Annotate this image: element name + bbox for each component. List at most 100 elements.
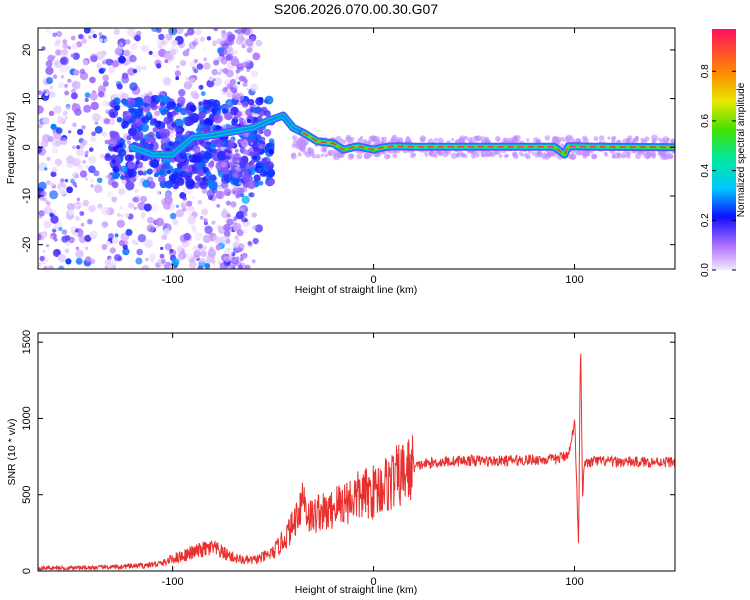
spectrogram-cell <box>164 180 173 189</box>
spectrogram-cell <box>120 214 124 218</box>
spectrogram-cell <box>170 48 177 56</box>
spectrogram-cell <box>84 234 92 242</box>
spectrogram-cell <box>164 59 169 64</box>
spectrogram-cell <box>49 190 59 200</box>
spectrogram-cell <box>204 263 211 269</box>
spectrogram-cell <box>129 82 138 91</box>
spectrogram-cell <box>111 196 118 203</box>
spectrogram-cell <box>212 78 216 82</box>
spectrogram-cell <box>241 140 249 148</box>
spectrogram-cell <box>616 152 621 157</box>
spectrogram-cell <box>83 28 91 34</box>
spectrogram-cell <box>480 153 485 158</box>
spectrogram-cell <box>248 98 255 106</box>
spectrogram-cell <box>46 201 52 207</box>
spectrogram-cell <box>126 135 132 141</box>
spectrogram-cell <box>94 184 103 193</box>
spectrogram-cell <box>203 48 207 52</box>
spectrogram-cell <box>61 229 68 235</box>
spectrogram-cell <box>226 213 231 218</box>
spectrogram-cell <box>176 245 184 253</box>
spectrogram-cell <box>203 62 211 70</box>
spectrogram-cell <box>42 249 46 253</box>
spectrogram-cell <box>232 217 237 222</box>
spectrogram-cell <box>242 252 248 258</box>
spectrogram-cell <box>575 150 581 156</box>
spectrogram-cell <box>155 217 164 227</box>
spectrogram-cell <box>246 118 252 124</box>
spectrogram-cell <box>149 253 156 261</box>
spectrogram-cell <box>373 135 381 143</box>
spectrogram-cell <box>224 255 231 263</box>
spectrogram-cell <box>226 83 233 90</box>
spectrogram-cell <box>546 152 552 157</box>
spectrogram-cell <box>71 102 78 109</box>
spectrogram-cell <box>80 222 85 227</box>
spectrogram-cell <box>137 201 146 211</box>
spectrogram-cell <box>60 178 65 183</box>
spectrogram-cell <box>347 153 355 160</box>
spectrogram-cell <box>239 188 245 193</box>
spectrogram-cell <box>457 150 463 157</box>
spectrogram-frame <box>37 27 676 270</box>
spectrogram-cell <box>239 118 246 126</box>
spectrogram-cell <box>241 61 248 68</box>
spectrogram-cell <box>109 247 117 254</box>
spectrogram-cell <box>264 110 271 117</box>
spectrogram-xtick-label: 0 <box>371 274 377 286</box>
spectrogram-cell <box>261 157 267 164</box>
spectrogram-cell <box>54 158 63 166</box>
spectrogram-ytick-label: 0 <box>21 144 33 150</box>
spectrogram-cell <box>513 138 519 143</box>
spectrogram-cell <box>203 149 214 160</box>
spectrogram-cell <box>159 253 165 259</box>
spectrogram-cell <box>171 39 178 47</box>
spectrogram-cell <box>229 161 235 168</box>
spectrogram-cell <box>197 243 203 249</box>
spectrogram-cell <box>188 215 195 223</box>
spectrogram-ytick-label: 10 <box>21 92 33 104</box>
spectrogram-cell <box>135 257 143 265</box>
spectrogram-cell <box>219 262 228 269</box>
spectrogram-cell <box>149 227 155 233</box>
spectrogram-cell <box>78 202 84 207</box>
spectrogram-cell <box>38 233 42 241</box>
spectrogram-cell <box>593 136 599 142</box>
spectrogram-cell <box>44 167 48 171</box>
spectrogram-cell <box>336 153 340 158</box>
spectrogram-cell <box>255 97 264 106</box>
snr-series-line <box>38 353 675 571</box>
spectrogram-cell <box>108 137 118 148</box>
colorbar-gradient <box>712 29 736 270</box>
spectrogram-cell <box>197 265 203 269</box>
spectrogram-cell <box>90 55 98 63</box>
spectrogram-cell <box>141 65 147 70</box>
spectrogram-cell <box>198 101 203 106</box>
spectrogram-cell <box>144 239 153 248</box>
spectrogram-cell <box>177 96 186 105</box>
spectrogram-cell <box>241 101 249 108</box>
spectrogram-cell <box>52 32 57 38</box>
spectrogram-cell <box>268 148 275 155</box>
spectrogram-cell <box>49 182 55 187</box>
spectrogram-cell <box>180 60 187 67</box>
colorbar-label: Normalized spectral amplitude <box>736 82 747 217</box>
spectrogram-cell <box>171 122 177 128</box>
spectrogram-cell <box>43 206 52 215</box>
spectrogram-cell <box>64 83 69 88</box>
spectrogram-cell <box>158 175 166 183</box>
spectrogram-cell <box>651 154 656 159</box>
spectrogram-cell <box>55 30 63 38</box>
spectrogram-cell <box>531 151 537 156</box>
spectrogram-cell <box>90 184 94 188</box>
spectrogram-cell <box>190 114 200 123</box>
spectrogram-cell <box>113 97 121 106</box>
spectrogram-cell <box>424 153 429 157</box>
spectrogram-cell <box>94 125 103 134</box>
spectrogram-cell <box>127 161 136 170</box>
spectrogram-cell <box>104 139 110 145</box>
spectrogram-cell <box>121 72 129 80</box>
spectrogram-cell <box>132 196 139 203</box>
spectrogram-cell <box>225 200 231 206</box>
